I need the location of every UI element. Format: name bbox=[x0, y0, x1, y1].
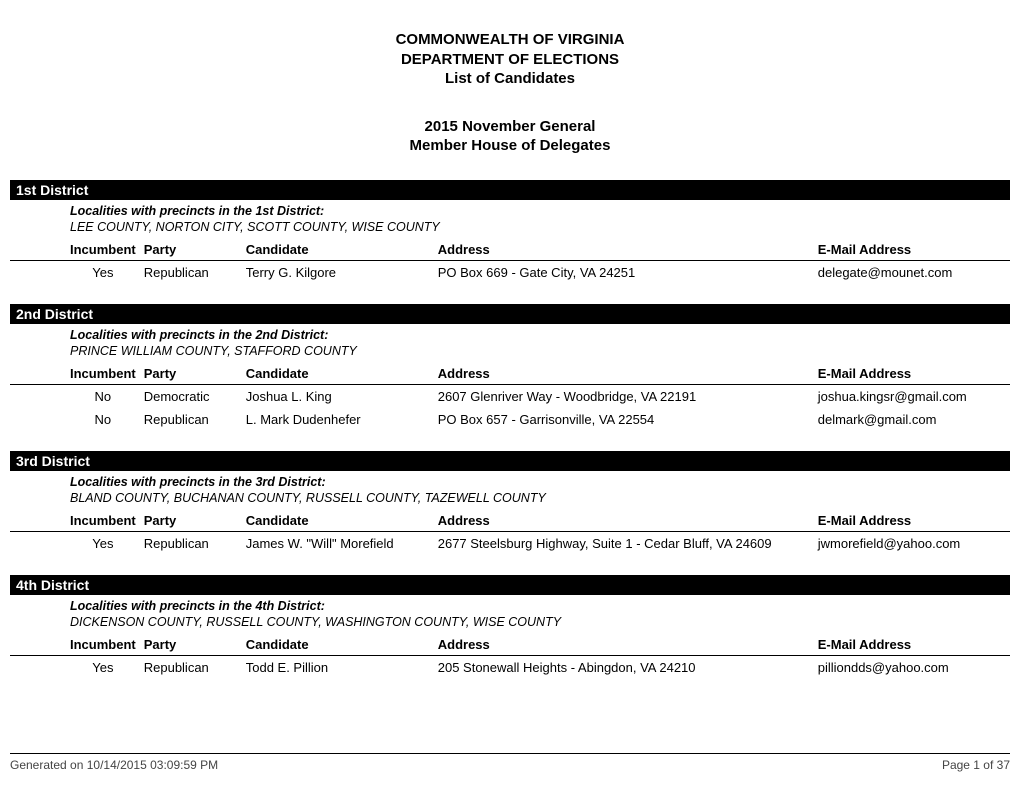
col-header-address: Address bbox=[434, 364, 814, 385]
cell-candidate: L. Mark Dudenhefer bbox=[242, 408, 434, 431]
table-row: YesRepublicanJames W. "Will" Morefield26… bbox=[10, 531, 1010, 555]
footer-generated: Generated on 10/14/2015 03:09:59 PM bbox=[10, 758, 218, 772]
cell-incumbent: No bbox=[10, 408, 140, 431]
cell-address: 2607 Glenriver Way - Woodbridge, VA 2219… bbox=[434, 384, 814, 408]
col-header-candidate: Candidate bbox=[242, 240, 434, 261]
cell-address: PO Box 657 - Garrisonville, VA 22554 bbox=[434, 408, 814, 431]
district-section: 2nd DistrictLocalities with precincts in… bbox=[10, 304, 1010, 431]
table-row: NoDemocraticJoshua L. King2607 Glenriver… bbox=[10, 384, 1010, 408]
district-title-bar: 3rd District bbox=[10, 451, 1010, 471]
col-header-candidate: Candidate bbox=[242, 364, 434, 385]
col-header-candidate: Candidate bbox=[242, 635, 434, 656]
cell-party: Democratic bbox=[140, 384, 242, 408]
localities-label: Localities with precincts in the 2nd Dis… bbox=[10, 324, 1010, 344]
district-section: 3rd DistrictLocalities with precincts in… bbox=[10, 451, 1010, 555]
cell-incumbent: No bbox=[10, 384, 140, 408]
districts-container: 1st DistrictLocalities with precincts in… bbox=[10, 180, 1010, 679]
cell-email: delmark@gmail.com bbox=[814, 408, 1010, 431]
cell-incumbent: Yes bbox=[10, 655, 140, 679]
cell-email: jwmorefield@yahoo.com bbox=[814, 531, 1010, 555]
district-title-bar: 2nd District bbox=[10, 304, 1010, 324]
col-header-incumbent: Incumbent bbox=[10, 240, 140, 261]
candidates-table: IncumbentPartyCandidateAddressE-Mail Add… bbox=[10, 364, 1010, 431]
table-header-row: IncumbentPartyCandidateAddressE-Mail Add… bbox=[10, 240, 1010, 261]
cell-candidate: Todd E. Pillion bbox=[242, 655, 434, 679]
col-header-email: E-Mail Address bbox=[814, 635, 1010, 656]
cell-email: pilliondds@yahoo.com bbox=[814, 655, 1010, 679]
district-section: 1st DistrictLocalities with precincts in… bbox=[10, 180, 1010, 284]
table-header-row: IncumbentPartyCandidateAddressE-Mail Add… bbox=[10, 364, 1010, 385]
localities-label: Localities with precincts in the 4th Dis… bbox=[10, 595, 1010, 615]
cell-candidate: Joshua L. King bbox=[242, 384, 434, 408]
header-line-3: List of Candidates bbox=[10, 69, 1010, 89]
district-section: 4th DistrictLocalities with precincts in… bbox=[10, 575, 1010, 679]
table-header-row: IncumbentPartyCandidateAddressE-Mail Add… bbox=[10, 511, 1010, 532]
document-header: COMMONWEALTH OF VIRGINIA DEPARTMENT OF E… bbox=[10, 30, 1010, 89]
candidates-table: IncumbentPartyCandidateAddressE-Mail Add… bbox=[10, 240, 1010, 284]
cell-candidate: James W. "Will" Morefield bbox=[242, 531, 434, 555]
localities-value: BLAND COUNTY, BUCHANAN COUNTY, RUSSELL C… bbox=[10, 491, 1010, 511]
col-header-party: Party bbox=[140, 511, 242, 532]
localities-value: LEE COUNTY, NORTON CITY, SCOTT COUNTY, W… bbox=[10, 220, 1010, 240]
cell-candidate: Terry G. Kilgore bbox=[242, 260, 434, 284]
col-header-party: Party bbox=[140, 240, 242, 261]
cell-party: Republican bbox=[140, 408, 242, 431]
col-header-candidate: Candidate bbox=[242, 511, 434, 532]
table-row: YesRepublicanTodd E. Pillion205 Stonewal… bbox=[10, 655, 1010, 679]
cell-address: 2677 Steelsburg Highway, Suite 1 - Cedar… bbox=[434, 531, 814, 555]
cell-incumbent: Yes bbox=[10, 260, 140, 284]
header-line-2: DEPARTMENT OF ELECTIONS bbox=[10, 50, 1010, 70]
localities-value: DICKENSON COUNTY, RUSSELL COUNTY, WASHIN… bbox=[10, 615, 1010, 635]
localities-label: Localities with precincts in the 3rd Dis… bbox=[10, 471, 1010, 491]
localities-label: Localities with precincts in the 1st Dis… bbox=[10, 200, 1010, 220]
district-title-bar: 1st District bbox=[10, 180, 1010, 200]
col-header-address: Address bbox=[434, 240, 814, 261]
cell-party: Republican bbox=[140, 655, 242, 679]
candidates-table: IncumbentPartyCandidateAddressE-Mail Add… bbox=[10, 635, 1010, 679]
subheader-line-2: Member House of Delegates bbox=[10, 136, 1010, 156]
cell-party: Republican bbox=[140, 531, 242, 555]
col-header-email: E-Mail Address bbox=[814, 364, 1010, 385]
table-header-row: IncumbentPartyCandidateAddressE-Mail Add… bbox=[10, 635, 1010, 656]
subheader-line-1: 2015 November General bbox=[10, 117, 1010, 137]
col-header-party: Party bbox=[140, 635, 242, 656]
cell-email: joshua.kingsr@gmail.com bbox=[814, 384, 1010, 408]
cell-incumbent: Yes bbox=[10, 531, 140, 555]
col-header-address: Address bbox=[434, 511, 814, 532]
col-header-email: E-Mail Address bbox=[814, 511, 1010, 532]
candidates-table: IncumbentPartyCandidateAddressE-Mail Add… bbox=[10, 511, 1010, 555]
document-subheader: 2015 November General Member House of De… bbox=[10, 117, 1010, 156]
cell-address: 205 Stonewall Heights - Abingdon, VA 242… bbox=[434, 655, 814, 679]
col-header-incumbent: Incumbent bbox=[10, 511, 140, 532]
col-header-party: Party bbox=[140, 364, 242, 385]
header-line-1: COMMONWEALTH OF VIRGINIA bbox=[10, 30, 1010, 50]
footer-page: Page 1 of 37 bbox=[942, 758, 1010, 772]
cell-party: Republican bbox=[140, 260, 242, 284]
table-row: NoRepublicanL. Mark DudenheferPO Box 657… bbox=[10, 408, 1010, 431]
district-title-bar: 4th District bbox=[10, 575, 1010, 595]
cell-address: PO Box 669 - Gate City, VA 24251 bbox=[434, 260, 814, 284]
col-header-incumbent: Incumbent bbox=[10, 635, 140, 656]
col-header-address: Address bbox=[434, 635, 814, 656]
localities-value: PRINCE WILLIAM COUNTY, STAFFORD COUNTY bbox=[10, 344, 1010, 364]
page-footer: Generated on 10/14/2015 03:09:59 PM Page… bbox=[10, 753, 1010, 772]
col-header-email: E-Mail Address bbox=[814, 240, 1010, 261]
table-row: YesRepublicanTerry G. KilgorePO Box 669 … bbox=[10, 260, 1010, 284]
cell-email: delegate@mounet.com bbox=[814, 260, 1010, 284]
col-header-incumbent: Incumbent bbox=[10, 364, 140, 385]
